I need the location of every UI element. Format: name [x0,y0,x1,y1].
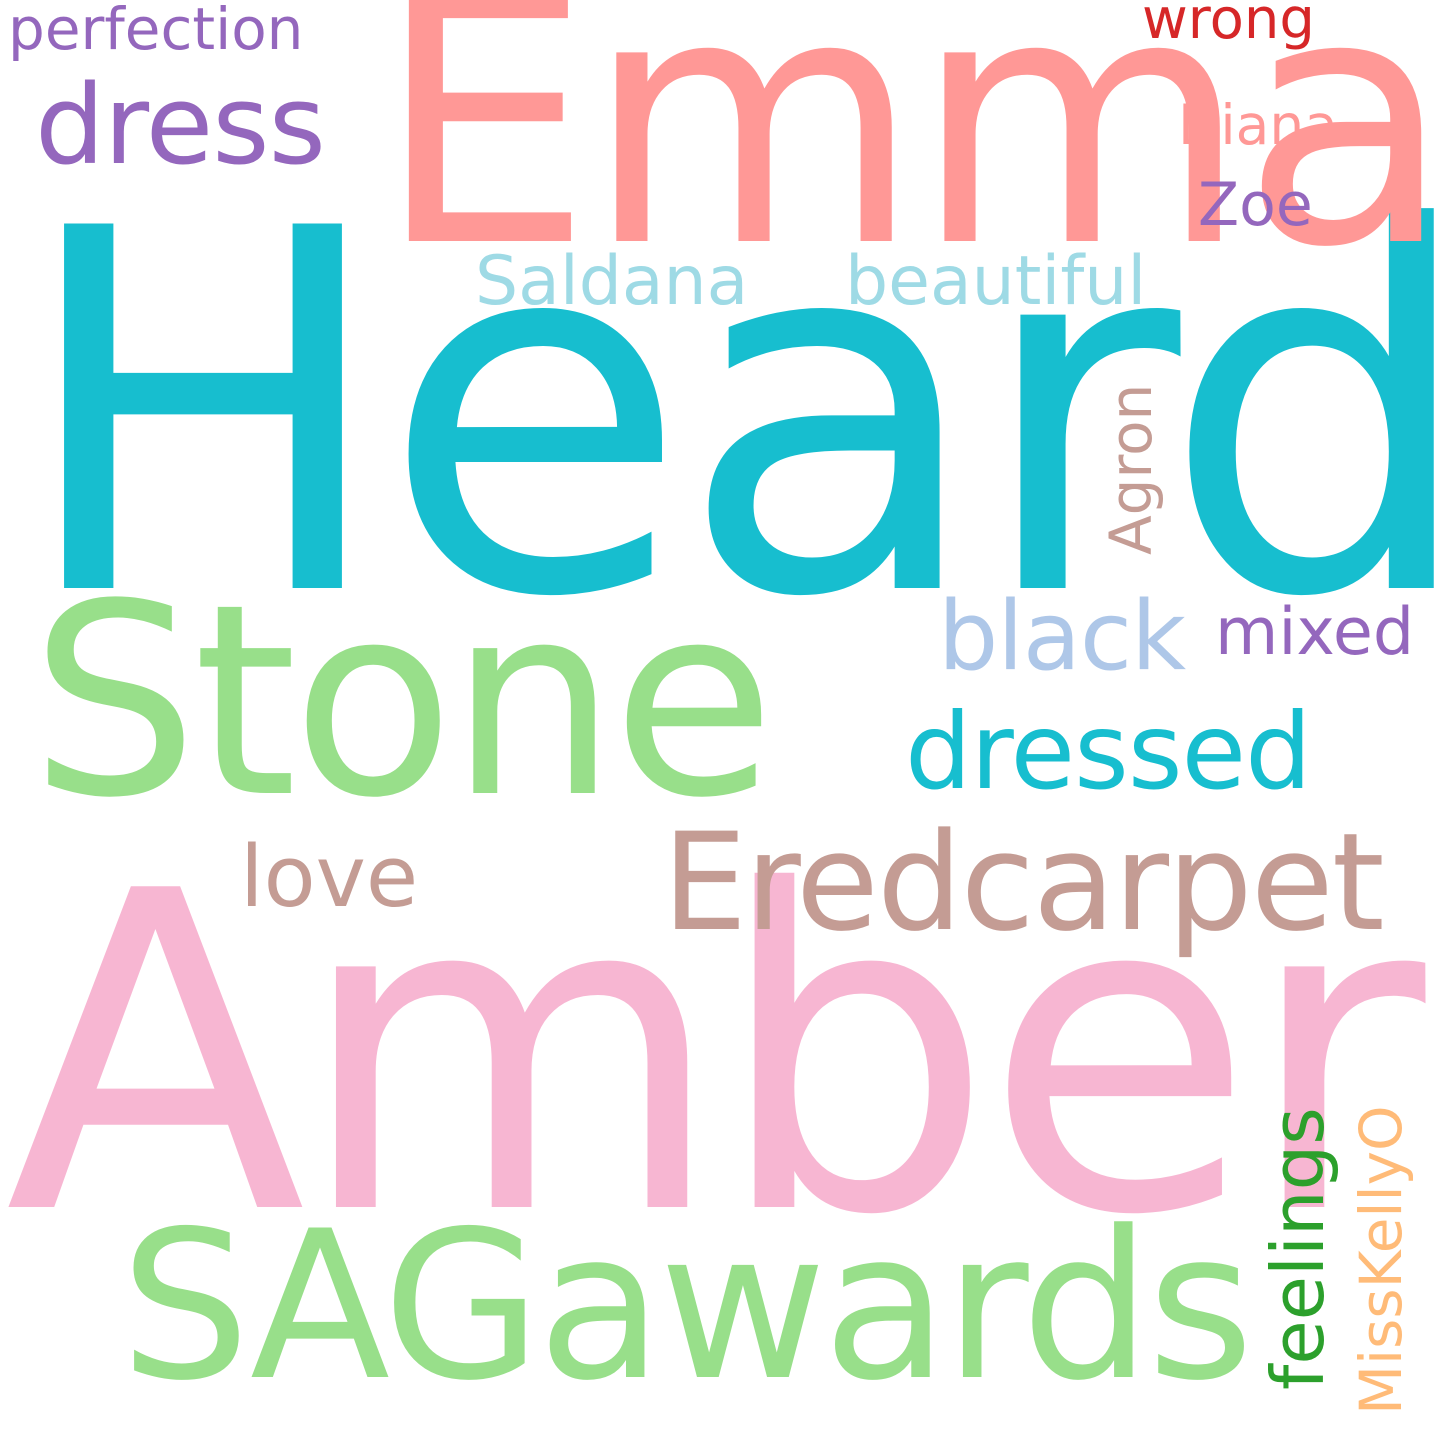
word-zoe: Zoe [1198,170,1313,240]
word-misskelly: MissKellyO [1347,1105,1415,1415]
word-mixed: mixed [1215,595,1415,670]
word-diana: Diana [1178,93,1338,157]
word-perfection: perfection [8,0,304,63]
word-stone: Stone [30,548,775,856]
word-black: black [938,582,1186,692]
word-saldana: Saldana [475,242,749,321]
word-dressed: dressed [905,691,1312,813]
word-wrong: wrong [1142,0,1315,52]
word-amber: Amber [5,799,1426,1311]
word-love: love [240,828,419,927]
word-dress: dress [35,61,326,189]
word-feelings: feelings [1256,1107,1340,1390]
word-heard: Heard [15,124,1440,706]
word-emma: Emma [375,0,1440,323]
word-eredcarpet: Eredcarpet [662,804,1385,961]
word-agron: Agron [1097,383,1165,555]
word-sagawards: SAGawards [120,1188,1254,1426]
word-beautiful: beautiful [845,242,1147,321]
